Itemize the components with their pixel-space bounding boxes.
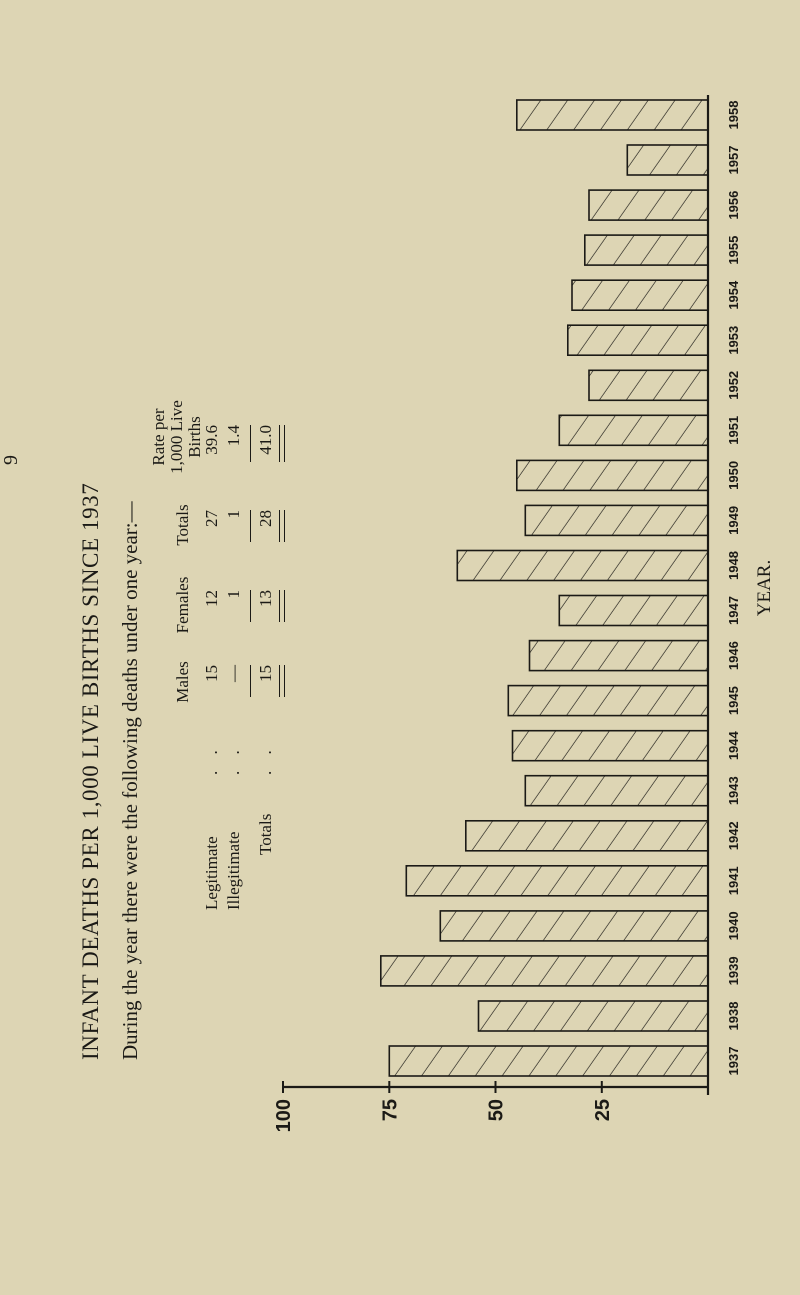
x-tick-1951: 1951: [726, 416, 741, 445]
x-tick-1955: 1955: [726, 236, 741, 265]
bars: [379, 99, 709, 1077]
bar-1957: [626, 144, 709, 176]
bar-1958: [515, 99, 709, 131]
x-tick-1950: 1950: [726, 461, 741, 490]
x-tick-1949: 1949: [726, 506, 741, 535]
x-tick-1948: 1948: [726, 551, 741, 580]
y-tick-label-100: 100: [273, 1099, 295, 1132]
y-tick-label-75: 75: [379, 1099, 401, 1121]
bar-1947: [558, 594, 709, 627]
bar-1951: [558, 414, 709, 447]
x-tick-1947: 1947: [726, 596, 741, 625]
x-tick-1956: 1956: [726, 191, 741, 220]
x-tick-1939: 1939: [726, 956, 741, 985]
x-tick-1937: 1937: [726, 1047, 741, 1076]
y-tick-label-25: 25: [592, 1099, 614, 1121]
y-ticks: 25 50 75 100: [273, 1081, 614, 1132]
x-tick-1957: 1957: [726, 146, 741, 175]
bar-1950: [515, 459, 709, 492]
x-tick-1945: 1945: [726, 686, 741, 715]
bar-1954: [571, 279, 709, 312]
x-tick-1941: 1941: [726, 866, 741, 895]
x-tick-1938: 1938: [726, 1002, 741, 1031]
bar-1946: [528, 639, 709, 672]
bar-1941: [405, 864, 709, 897]
x-tick-1940: 1940: [726, 911, 741, 940]
x-tick-1942: 1942: [726, 821, 741, 850]
bar-1952: [588, 369, 709, 402]
x-axis-label: YEAR.: [754, 560, 775, 616]
bar-1956: [588, 189, 709, 221]
bar-1937: [388, 1045, 709, 1077]
bar-1942: [464, 819, 709, 852]
bar-1955: [583, 234, 709, 266]
bar-1944: [511, 729, 709, 762]
x-tick-1944: 1944: [726, 730, 741, 760]
bar-1943: [524, 774, 709, 807]
x-tick-1958: 1958: [726, 101, 741, 130]
bar-1948: [456, 549, 709, 582]
x-tick-1943: 1943: [726, 776, 741, 805]
page-number: 9: [0, 455, 22, 465]
bar-1953: [566, 324, 709, 357]
bar-1939: [379, 955, 709, 987]
x-tick-1954: 1954: [726, 280, 741, 310]
bar-1949: [524, 504, 709, 537]
bar-1940: [439, 910, 709, 942]
x-tick-labels: 1937 1938 1939 1940 1941 1942 1943 1944 1945 1946…: [726, 101, 741, 1076]
x-tick-1953: 1953: [726, 326, 741, 355]
x-tick-1946: 1946: [726, 641, 741, 670]
x-tick-1952: 1952: [726, 371, 741, 400]
bar-1938: [477, 1000, 709, 1032]
bar-1945: [507, 684, 709, 717]
y-tick-label-50: 50: [486, 1099, 508, 1121]
